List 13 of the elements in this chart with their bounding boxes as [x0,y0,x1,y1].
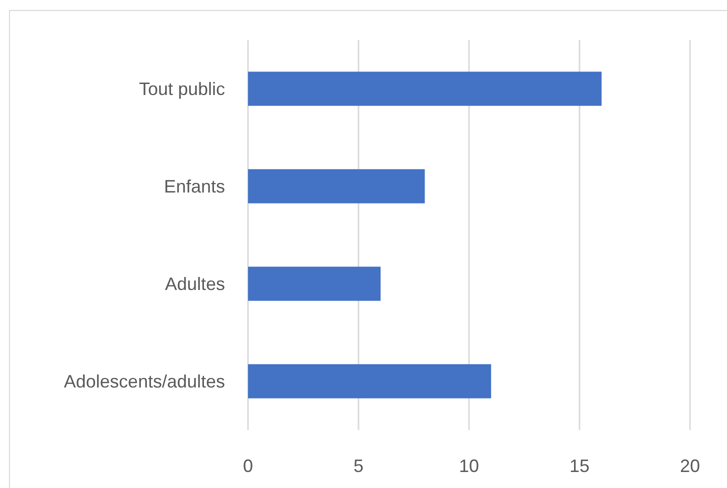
bar [248,266,381,301]
y-tick-label: Enfants [164,176,225,197]
y-tick-label: Adolescents/adultes [64,372,225,392]
x-tick-label: 0 [242,456,254,476]
bar [248,169,425,204]
x-tick-label: 20 [680,456,700,476]
y-tick-label: Adultes [164,274,225,294]
y-tick-label: Tout public [138,79,225,100]
x-tick-label: 15 [569,456,590,476]
x-tick-label: 5 [353,456,364,476]
bar [248,72,602,106]
x-tick-label: 10 [458,456,480,476]
bar [248,364,492,398]
